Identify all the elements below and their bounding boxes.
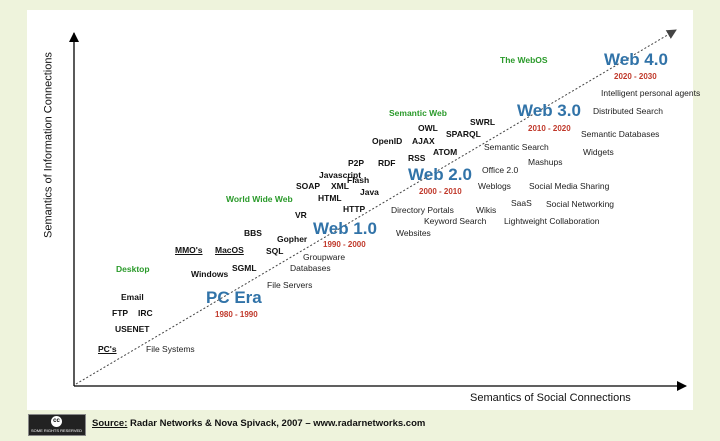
tech-irc: IRC	[138, 308, 153, 318]
tech-ftp: FTP	[112, 308, 129, 318]
tech-soap: SOAP	[296, 181, 321, 191]
tech-atom: ATOM	[433, 147, 458, 157]
app-mashups: Mashups	[528, 157, 563, 167]
tech-ajax: AJAX	[412, 136, 435, 146]
app-office-2: Office 2.0	[482, 165, 519, 175]
tech-http: HTTP	[343, 204, 366, 214]
app-semantic-search: Semantic Search	[484, 142, 549, 152]
source-line: Source: Radar Networks & Nova Spivack, 2…	[92, 418, 425, 429]
app-saas: SaaS	[511, 198, 532, 208]
app-keyword-search: Keyword Search	[424, 216, 487, 226]
tech-owl: OWL	[418, 123, 438, 133]
app-intelligent-personal-agents: Intelligent personal agents	[601, 88, 701, 98]
era-web1: Web 1.0	[313, 219, 377, 238]
app-file-servers: File Servers	[267, 280, 313, 290]
trend-diagonal-line	[75, 29, 677, 385]
footer: cc SOME RIGHTS RESERVED Source: Radar Ne…	[28, 413, 528, 436]
era-web2: Web 2.0	[408, 165, 472, 184]
tech-flash: Flash	[347, 175, 370, 185]
cc-icon: cc	[51, 416, 62, 427]
era-web4-years: 2020 - 2030	[614, 72, 657, 81]
tech-email: Email	[121, 292, 144, 302]
era-web4: Web 4.0	[604, 50, 668, 69]
tech-xml: XML	[331, 181, 349, 191]
tech-sql: SQL	[266, 246, 284, 256]
app-social-networking: Social Networking	[546, 199, 615, 209]
tech-bbs: BBS	[244, 228, 262, 238]
app-directory-portals: Directory Portals	[391, 205, 454, 215]
tech-java: Java	[360, 187, 379, 197]
tech-gopher: Gopher	[277, 234, 308, 244]
tech-rss: RSS	[408, 153, 426, 163]
app-semantic-databases: Semantic Databases	[581, 129, 660, 139]
tech-macos: MacOS	[215, 245, 244, 255]
era-web3-years: 2010 - 2020	[528, 124, 571, 133]
category-the-webos: The WebOS	[500, 55, 548, 65]
category-world-wide-web: World Wide Web	[226, 194, 293, 204]
app-weblogs: Weblogs	[478, 181, 511, 191]
source-label: Source:	[92, 418, 128, 429]
tech-pcs: PC's	[98, 344, 117, 354]
tech-usenet: USENET	[115, 324, 150, 334]
tech-p2p: P2P	[348, 158, 365, 168]
cc-badge-text: SOME RIGHTS RESERVED	[31, 428, 83, 433]
era-web2-years: 2000 - 2010	[419, 187, 462, 196]
app-wikis: Wikis	[476, 205, 497, 215]
era-web3: Web 3.0	[517, 101, 581, 120]
diagram-panel	[27, 10, 693, 410]
era-pc: PC Era	[206, 288, 262, 307]
era-pc-years: 1980 - 1990	[215, 310, 258, 319]
tech-mmos: MMO's	[175, 245, 203, 255]
app-groupware: Groupware	[303, 252, 346, 262]
tech-windows: Windows	[191, 269, 229, 279]
tech-javascript: Javascript	[319, 170, 362, 180]
cc-license-badge[interactable]: cc SOME RIGHTS RESERVED	[28, 414, 86, 436]
tech-sparql: SPARQL	[446, 129, 481, 139]
y-axis-label: Semantics of Information Connections	[42, 52, 55, 238]
era-web1-years: 1990 - 2000	[323, 240, 366, 249]
app-widgets: Widgets	[583, 147, 614, 157]
category-semantic-web: Semantic Web	[389, 108, 447, 118]
app-distributed-search: Distributed Search	[593, 106, 663, 116]
category-desktop: Desktop	[116, 264, 150, 274]
app-databases: Databases	[290, 263, 331, 273]
app-social-media-sharing: Social Media Sharing	[529, 181, 610, 191]
tech-sgml: SGML	[232, 263, 257, 273]
tech-vr: VR	[295, 210, 307, 220]
app-file-systems: File Systems	[146, 344, 195, 354]
tech-html: HTML	[318, 193, 342, 203]
tech-rdf: RDF	[378, 158, 396, 168]
tech-swrl: SWRL	[470, 117, 496, 127]
source-text: Radar Networks & Nova Spivack, 2007 – ww…	[130, 418, 426, 429]
app-lightweight-collaboration: Lightweight Collaboration	[504, 216, 600, 226]
app-websites: Websites	[396, 228, 431, 238]
x-axis-label: Semantics of Social Connections	[470, 392, 631, 404]
tech-openid: OpenID	[372, 136, 403, 146]
